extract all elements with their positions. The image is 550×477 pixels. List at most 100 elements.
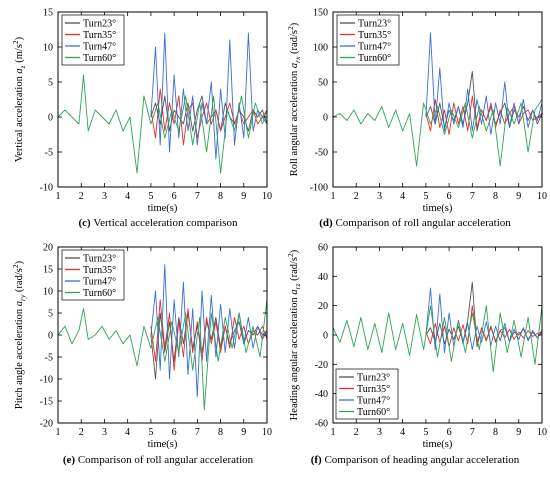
x-tick-label: 10 — [537, 427, 547, 438]
series-line-Turn47 — [425, 32, 542, 135]
x-tick-label: 6 — [447, 427, 452, 438]
series-line-Turn47 — [150, 32, 267, 160]
x-tick-label: 6 — [447, 191, 452, 202]
x-tick-label: 9 — [241, 427, 246, 438]
series-line-Turn35 — [425, 305, 542, 348]
x-tick-label: 9 — [516, 427, 521, 438]
series-line-Turn60 — [58, 299, 267, 411]
x-tick-label: 4 — [400, 427, 405, 438]
y-tick-label: 10 — [43, 43, 53, 54]
x-axis-label: time(s) — [423, 203, 453, 214]
x-tick-label: 6 — [172, 191, 177, 202]
x-tick-label: 8 — [218, 191, 223, 202]
x-tick-label: 9 — [241, 191, 246, 202]
x-tick-label: 5 — [148, 427, 153, 438]
x-tick-label: 2 — [79, 191, 84, 202]
x-tick-label: 10 — [262, 427, 272, 438]
y-axis-label: Roll angular acceleration arx (rad/s2) — [286, 22, 302, 176]
x-tick-label: 3 — [102, 191, 107, 202]
legend-label: Turn35° — [357, 384, 390, 395]
chart-panel-d: 1 2 3 4 5 6 7 8 9 10 -100 -50 0 50 100 150 time(s) Roll a… — [286, 8, 547, 230]
y-axis-label: Vertical acceleration az (m/s2) — [11, 36, 27, 162]
legend-label: Turn35° — [358, 30, 391, 41]
legend: Turn23°Turn35°Turn47°Turn60° — [335, 368, 399, 420]
x-tick-label: 2 — [354, 427, 359, 438]
x-tick-label: 3 — [377, 427, 382, 438]
y-tick-label: -15 — [40, 397, 53, 408]
x-tick-label: 1 — [56, 427, 61, 438]
plot-frame — [57, 11, 268, 188]
series-line-Turn60 — [58, 74, 267, 174]
x-tick-label: 1 — [56, 191, 61, 202]
y-tick-label: 5 — [48, 78, 53, 89]
chart-panel-c: 1 2 3 4 5 6 7 8 9 10 -10 -5 0 5 10 15 time(s) Vertical ac… — [11, 8, 272, 230]
y-tick-label: 40 — [318, 272, 328, 283]
x-tick-label: 7 — [195, 427, 200, 438]
series-line-Turn60 — [333, 305, 542, 373]
legend-label: Turn35° — [83, 265, 116, 276]
x-tick-label: 5 — [148, 191, 153, 202]
panel-caption: (e) Comparison of roll angular accelerat… — [63, 454, 254, 466]
legend-label: Turn60° — [83, 53, 116, 64]
x-tick-label: 4 — [125, 191, 130, 202]
y-tick-label: 20 — [43, 243, 53, 254]
y-axis-label: Heading angular acceleration arz (rad/s2… — [286, 249, 302, 420]
y-tick-label: -20 — [40, 419, 53, 430]
y-tick-label: -40 — [315, 389, 328, 400]
y-tick-label: -100 — [310, 183, 328, 194]
y-tick-label: 15 — [43, 8, 53, 19]
x-tick-label: 7 — [470, 191, 475, 202]
chart-panel-e: 1 2 3 4 5 6 7 8 9 10 -20 -15 -10 -5 0 5 10 15 20 time(s) Pit… — [11, 243, 272, 467]
series-line-Turn23 — [150, 95, 267, 132]
panel-caption: (c) Vertical acceleration comparison — [78, 217, 238, 229]
y-tick-label: -60 — [315, 419, 328, 430]
x-tick-label: 1 — [331, 191, 336, 202]
y-tick-label: 100 — [313, 43, 328, 54]
y-tick-label: 15 — [43, 265, 53, 276]
x-tick-label: 5 — [423, 427, 428, 438]
series-line-Turn60 — [333, 99, 542, 167]
y-tick-label: -20 — [315, 360, 328, 371]
series-line-Turn35 — [150, 88, 267, 146]
y-tick-label: 5 — [48, 309, 53, 320]
legend-label: Turn47° — [357, 396, 390, 407]
x-tick-label: 8 — [218, 427, 223, 438]
series-line-Turn47 — [425, 287, 542, 354]
y-tick-label: 20 — [318, 301, 328, 312]
plot-frame — [332, 11, 543, 188]
legend-label: Turn35° — [83, 30, 116, 41]
legend-label: Turn60° — [358, 53, 391, 64]
x-tick-label: 2 — [354, 191, 359, 202]
panel-caption: (d) Comparison of roll angular accelerat… — [319, 217, 511, 229]
x-tick-label: 9 — [516, 191, 521, 202]
x-axis-label: time(s) — [148, 439, 178, 450]
x-tick-label: 8 — [493, 427, 498, 438]
chart-panel-f: 1 2 3 4 5 6 7 8 9 10 -60 -40 -20 0 20 40 60 time(s) Headin… — [286, 243, 547, 467]
x-tick-label: 2 — [79, 427, 84, 438]
x-tick-label: 7 — [195, 191, 200, 202]
x-tick-label: 7 — [470, 427, 475, 438]
y-tick-label: 0 — [323, 331, 328, 342]
y-tick-label: 0 — [323, 113, 328, 124]
legend-label: Turn60° — [83, 288, 116, 299]
y-tick-label: 60 — [318, 243, 328, 254]
y-tick-label: 10 — [43, 287, 53, 298]
x-axis-label: time(s) — [423, 439, 453, 450]
x-tick-label: 4 — [400, 191, 405, 202]
x-tick-label: 6 — [172, 427, 177, 438]
y-tick-label: 50 — [318, 78, 328, 89]
legend-label: Turn47° — [358, 42, 391, 53]
legend-label: Turn23° — [358, 19, 391, 30]
y-tick-label: -5 — [45, 353, 53, 364]
legend: Turn23°Turn35°Turn47°Turn60° — [61, 249, 125, 301]
y-tick-label: -10 — [40, 183, 53, 194]
x-tick-label: 1 — [331, 427, 336, 438]
y-tick-label: -50 — [315, 148, 328, 159]
series-line-Turn47 — [150, 264, 267, 398]
x-tick-label: 3 — [377, 191, 382, 202]
x-tick-label: 4 — [125, 427, 130, 438]
legend-box — [336, 14, 400, 66]
y-tick-label: -10 — [40, 375, 53, 386]
x-tick-label: 5 — [423, 191, 428, 202]
